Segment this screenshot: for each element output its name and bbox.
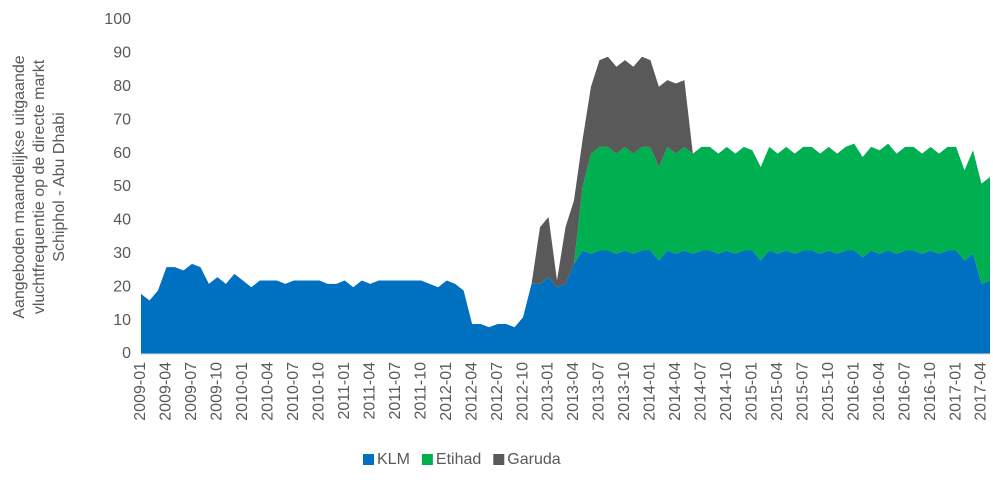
- x-tick-label: 2010-01: [234, 362, 251, 421]
- y-tick-label: 10: [113, 312, 131, 329]
- y-axis-label: Schiphol - Abu Dhabi: [51, 112, 68, 261]
- x-tick-label: 2016-04: [871, 362, 888, 421]
- x-tick-label: 2011-07: [387, 362, 404, 420]
- x-tick-label: 2011-01: [336, 362, 353, 420]
- x-tick-label: 2010-04: [260, 362, 277, 421]
- x-tick-label: 2009-07: [183, 362, 200, 421]
- area: [141, 56, 990, 328]
- y-tick-label: 70: [113, 111, 131, 128]
- x-tick-label: 2017-04: [973, 362, 990, 421]
- x-tick-label: 2013-07: [591, 362, 608, 421]
- x-tick-label: 2016-07: [896, 362, 913, 421]
- x-tick-label: 2014-04: [667, 362, 684, 421]
- x-tick-label: 2009-10: [209, 362, 226, 421]
- x-tick-label: 2012-10: [514, 362, 531, 421]
- y-tick-label: 90: [113, 45, 131, 62]
- legend-swatch: [363, 454, 374, 465]
- y-tick-label: 80: [113, 78, 131, 95]
- y-axis-label: vluchtfrequentie op de directe markt: [31, 59, 48, 314]
- y-tick-label: 30: [113, 245, 131, 262]
- legend-swatch: [493, 454, 505, 465]
- x-tick-label: 2009-01: [132, 362, 149, 421]
- x-tick-label: 2015-10: [820, 362, 837, 421]
- x-tick-label: 2011-10: [412, 362, 429, 420]
- y-tick-label: 20: [113, 278, 131, 295]
- y-tick-label: 100: [104, 11, 131, 28]
- x-tick-label: 2011-04: [361, 362, 378, 420]
- area: [141, 143, 990, 328]
- x-tick-label: 2013-01: [540, 362, 557, 421]
- x-tick-label: 2012-07: [489, 362, 506, 421]
- y-tick-label: 50: [113, 178, 131, 195]
- x-tick-label: 2012-04: [463, 362, 480, 421]
- x-tick-label: 2014-01: [642, 362, 659, 421]
- area: [141, 250, 990, 354]
- x-tick-label: 2016-10: [922, 362, 939, 421]
- y-tick-label: 40: [113, 212, 131, 229]
- x-tick-label: 2016-01: [845, 362, 862, 421]
- legend-label: KLM: [377, 451, 410, 468]
- x-tick-label: 2015-01: [743, 362, 760, 421]
- y-tick-label: 0: [122, 345, 131, 362]
- x-tick-label: 2010-10: [311, 362, 328, 421]
- x-tick-label: 2012-01: [438, 362, 455, 421]
- y-axis-label: Aangeboden maandelijkse uitgaande: [11, 55, 28, 318]
- legend-label: Garuda: [507, 451, 560, 468]
- x-tick-label: 2010-07: [285, 362, 302, 421]
- x-tick-label: 2013-04: [565, 362, 582, 421]
- x-tick-label: 2015-04: [769, 362, 786, 421]
- legend-swatch: [421, 454, 433, 465]
- x-tick-label: 2017-01: [947, 362, 964, 421]
- x-tick-label: 2015-07: [794, 362, 811, 421]
- x-tick-label: 2014-10: [718, 362, 735, 421]
- y-tick-label: 60: [113, 145, 131, 162]
- x-tick-label: 2014-07: [693, 362, 710, 421]
- x-tick-label: 2013-10: [616, 362, 633, 421]
- x-tick-label: 2009-04: [158, 362, 175, 421]
- legend-label: Etihad: [436, 451, 481, 468]
